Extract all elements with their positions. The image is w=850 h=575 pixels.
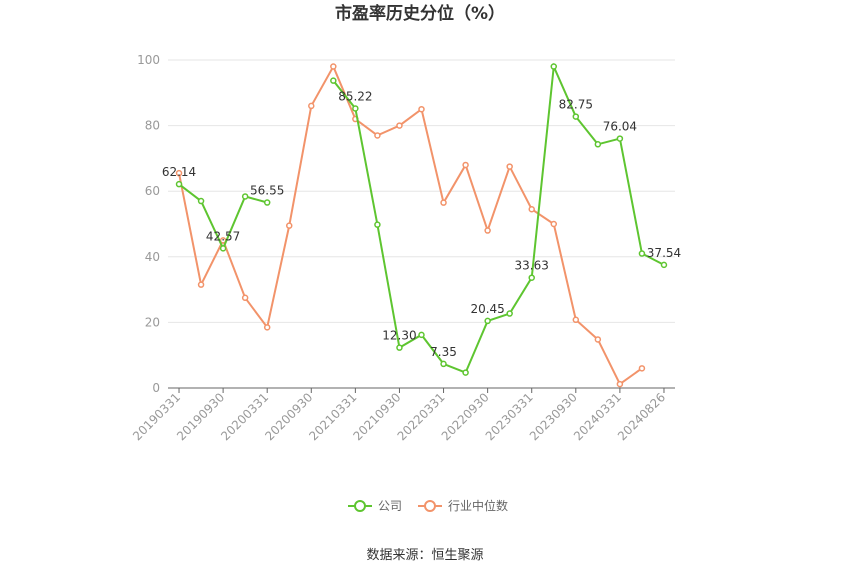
x-axis: 2019033120190930202003312020093020210331… xyxy=(130,387,675,443)
data-point xyxy=(241,294,249,302)
data-point xyxy=(175,169,183,177)
series-line xyxy=(332,62,665,374)
data-point xyxy=(418,105,425,113)
data-point xyxy=(550,220,558,228)
data-point xyxy=(352,105,359,112)
data-label: 42.57 xyxy=(206,229,240,243)
legend-item-1[interactable]: 行业中位数 xyxy=(418,498,508,513)
data-label: 62.14 xyxy=(162,165,196,179)
data-label: 82.75 xyxy=(559,98,593,112)
data-point xyxy=(572,113,580,120)
data-point xyxy=(263,324,271,331)
data-point xyxy=(506,310,513,317)
data-label: 76.04 xyxy=(603,120,637,134)
data-point xyxy=(197,281,205,288)
series-layer: 62.14 42.57 56.55 85.22 12.30 7.35 20.45 33.63 8… xyxy=(162,62,681,388)
data-point xyxy=(506,163,513,170)
data-point xyxy=(197,197,205,205)
legend-label: 行业中位数 xyxy=(448,498,508,513)
data-point xyxy=(572,316,580,324)
y-tick-label: 40 xyxy=(145,250,160,264)
data-point xyxy=(219,245,227,252)
data-label: 56.55 xyxy=(250,184,284,198)
data-point xyxy=(484,227,491,234)
legend[interactable]: 公司 行业中位数 xyxy=(348,498,508,513)
data-point xyxy=(638,250,646,257)
source-note: 数据来源：恒生聚源 xyxy=(366,548,483,563)
data-point xyxy=(594,141,602,148)
data-point xyxy=(616,135,624,142)
data-point xyxy=(462,369,469,376)
data-point xyxy=(308,102,315,110)
data-point xyxy=(660,261,668,269)
legend-label: 公司 xyxy=(378,499,402,513)
data-point xyxy=(484,317,491,325)
data-point xyxy=(241,193,249,200)
data-point xyxy=(616,380,624,388)
data-point xyxy=(396,122,403,129)
data-point xyxy=(418,331,425,339)
data-point xyxy=(285,222,293,229)
x-tick-label: 20240826 xyxy=(615,390,668,443)
series-0: 62.14 42.57 56.55 85.22 12.30 7.35 20.45 33.63 8… xyxy=(162,62,681,376)
data-label: 20.45 xyxy=(470,302,504,316)
legend-marker xyxy=(354,500,366,512)
data-label: 33.63 xyxy=(515,259,549,273)
data-point xyxy=(528,205,535,213)
data-point xyxy=(528,274,535,281)
data-label: 37.54 xyxy=(647,246,681,260)
data-point xyxy=(330,77,337,84)
y-tick-label: 20 xyxy=(145,315,160,329)
data-point xyxy=(594,336,602,343)
data-point xyxy=(440,199,447,206)
data-label: 85.22 xyxy=(338,89,372,103)
y-tick-label: 60 xyxy=(145,184,160,198)
data-label: 7.35 xyxy=(430,345,457,359)
data-point xyxy=(330,63,337,70)
data-point xyxy=(374,221,381,228)
chart-title: 市盈率历史分位（%） xyxy=(335,3,505,24)
data-point xyxy=(374,132,381,139)
data-point xyxy=(440,360,447,368)
data-point xyxy=(263,199,271,206)
grid-lines xyxy=(168,59,675,323)
series-line xyxy=(178,64,643,386)
legend-item-0[interactable]: 公司 xyxy=(348,499,402,513)
y-tick-label: 100 xyxy=(137,53,160,67)
data-label: 12.30 xyxy=(382,329,416,343)
data-point xyxy=(175,180,183,188)
data-point xyxy=(462,161,469,169)
y-tick-label: 80 xyxy=(145,119,160,133)
legend-marker xyxy=(424,500,436,512)
y-axis: 0 20 40 60 80 100 xyxy=(137,53,160,395)
data-point xyxy=(396,344,403,351)
y-tick-label: 0 xyxy=(152,381,160,395)
data-point xyxy=(550,63,558,70)
data-point xyxy=(638,365,646,372)
